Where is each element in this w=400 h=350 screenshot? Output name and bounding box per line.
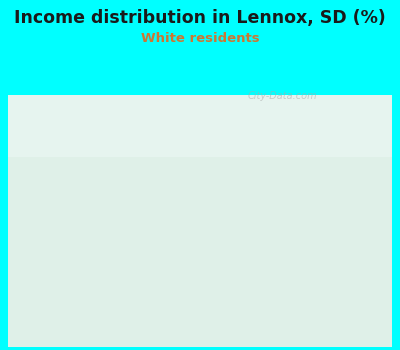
Text: $10k: $10k — [119, 128, 160, 156]
Wedge shape — [200, 220, 274, 240]
Text: $20k: $20k — [182, 296, 209, 328]
Wedge shape — [200, 220, 272, 293]
Text: $40k: $40k — [260, 154, 308, 175]
Text: $50k: $50k — [251, 276, 296, 301]
Wedge shape — [146, 150, 200, 220]
Text: Income distribution in Lennox, SD (%): Income distribution in Lennox, SD (%) — [14, 9, 386, 27]
Wedge shape — [200, 156, 251, 220]
Text: $75k: $75k — [115, 282, 157, 309]
Wedge shape — [200, 167, 265, 220]
Wedge shape — [128, 220, 200, 264]
Text: $200k: $200k — [228, 121, 272, 150]
Text: $60k: $60k — [274, 197, 328, 208]
Wedge shape — [140, 220, 200, 292]
Text: $100k: $100k — [181, 113, 215, 145]
Text: White residents: White residents — [141, 32, 259, 44]
Text: City-Data.com: City-Data.com — [248, 91, 318, 101]
Text: $150k: $150k — [245, 133, 295, 160]
Wedge shape — [178, 146, 219, 220]
Text: > $200k: > $200k — [274, 236, 345, 246]
Text: $125k: $125k — [68, 189, 127, 201]
Wedge shape — [200, 186, 274, 231]
Wedge shape — [181, 220, 213, 295]
Text: $30k: $30k — [80, 252, 131, 268]
Wedge shape — [126, 169, 200, 238]
Wedge shape — [200, 149, 236, 220]
